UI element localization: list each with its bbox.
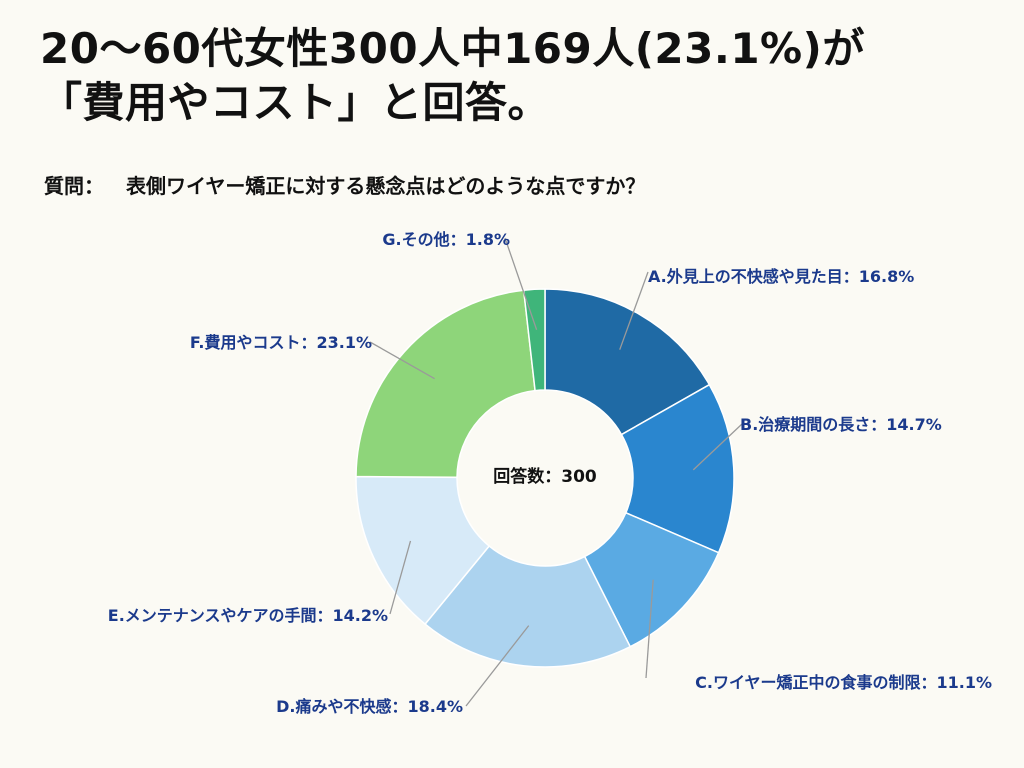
slice-label: D.痛みや不快感：18.4% [276, 697, 463, 716]
slice-label: B.治療期間の長さ：14.7% [740, 415, 942, 434]
donut-slice [424, 544, 632, 668]
leader-line [369, 341, 435, 380]
leader-line [504, 237, 538, 330]
donut-slice [544, 288, 711, 436]
leader-line [692, 423, 743, 471]
leader-line [645, 579, 654, 679]
chart-title: 20〜60代女性300人中169人(23.1%)が 「費用やコスト」と回答。 [40, 22, 1000, 130]
slice-label: A.外見上の不快感や見た目：16.8% [648, 267, 914, 286]
slice-label: G.その他：1.8% [382, 230, 510, 249]
slice-label: F.費用やコスト：23.1% [190, 333, 372, 352]
question-text: 表側ワイヤー矯正に対する懸念点はどのような点ですか？ [126, 174, 646, 198]
leader-line [619, 271, 649, 350]
leader-line [389, 540, 412, 615]
slice-label: C.ワイヤー矯正中の食事の制限：11.1% [695, 673, 992, 692]
donut-slice [355, 289, 536, 479]
title-line-2: 「費用やコスト」と回答。 [40, 78, 551, 127]
donut-slice [522, 288, 546, 392]
question: 質問： 表側ワイヤー矯正に対する懸念点はどのような点ですか？ [44, 170, 645, 199]
question-label: 質問： [44, 174, 104, 198]
donut-slice [620, 383, 735, 554]
leader-line [465, 625, 530, 707]
center-label: 回答数：300 [493, 466, 597, 487]
title-line-1: 20〜60代女性300人中169人(23.1%)が [40, 24, 865, 73]
slice-label: E.メンテナンスやケアの手間：14.2% [108, 606, 388, 625]
